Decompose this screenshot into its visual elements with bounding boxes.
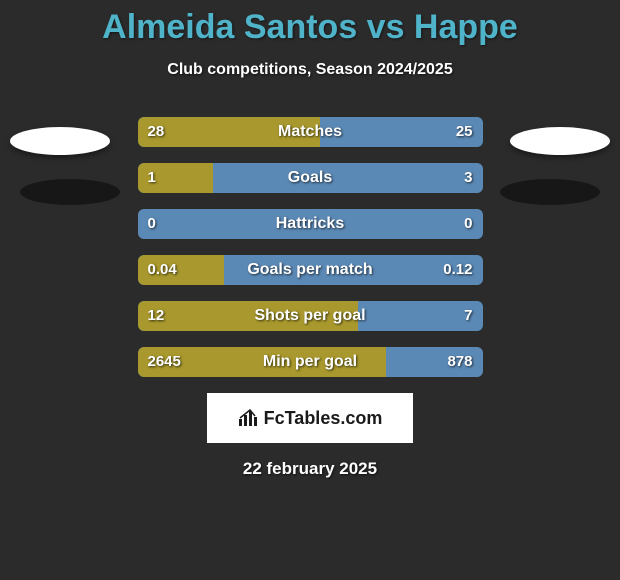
- date-label: 22 february 2025: [0, 459, 620, 479]
- avatar-left-shadow: [20, 179, 120, 205]
- subtitle: Club competitions, Season 2024/2025: [0, 61, 620, 79]
- stat-label: Matches: [138, 117, 483, 147]
- avatar-left-player: [10, 127, 110, 155]
- stat-row: 00Hattricks: [138, 209, 483, 239]
- stat-row: 13Goals: [138, 163, 483, 193]
- chart-icon: [238, 409, 260, 427]
- avatar-right-player: [510, 127, 610, 155]
- stat-row: 2825Matches: [138, 117, 483, 147]
- stat-row: 2645878Min per goal: [138, 347, 483, 377]
- stat-rows-container: 2825Matches 13Goals 00Hattricks 0.040.12Goa…: [0, 117, 620, 377]
- stat-label: Shots per goal: [138, 301, 483, 331]
- stat-row: 0.040.12Goals per match: [138, 255, 483, 285]
- stat-label: Hattricks: [138, 209, 483, 239]
- stat-label: Min per goal: [138, 347, 483, 377]
- logo-box: FcTables.com: [207, 393, 413, 443]
- stat-row: 127Shots per goal: [138, 301, 483, 331]
- avatar-right-shadow: [500, 179, 600, 205]
- logo-text: FcTables.com: [264, 408, 383, 429]
- page-title: Almeida Santos vs Happe: [0, 0, 620, 47]
- stat-label: Goals per match: [138, 255, 483, 285]
- comparison-chart: 2825Matches 13Goals 00Hattricks 0.040.12Goa…: [0, 117, 620, 377]
- brand-logo: FcTables.com: [238, 408, 383, 429]
- stat-label: Goals: [138, 163, 483, 193]
